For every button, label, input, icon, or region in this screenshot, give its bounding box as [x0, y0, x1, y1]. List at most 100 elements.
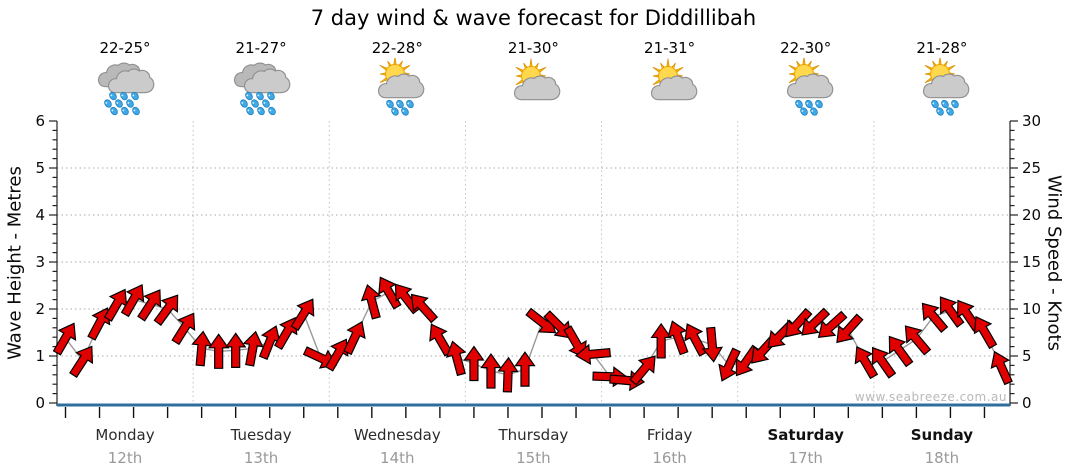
day-column: 22-25° [57, 39, 194, 120]
day-date-label: 16th [652, 449, 687, 467]
wind-direction-arrow [325, 338, 349, 372]
wind-direction-arrow [888, 335, 914, 368]
wind-direction-arrow [137, 289, 162, 322]
day-temp-label: 22-25° [99, 39, 151, 57]
wind-direction-arrow [871, 346, 897, 379]
wind-direction-arrow [360, 284, 382, 320]
day-date-label: 15th [516, 449, 551, 467]
day-column: 21-27° [193, 39, 330, 120]
rain-drop [391, 107, 400, 116]
rain-drop [946, 107, 954, 116]
day-name-label: Saturday [767, 426, 844, 444]
day-name-label: Thursday [498, 426, 569, 444]
rain-drop [115, 99, 123, 108]
day-name-label: Sunday [910, 426, 974, 444]
rain-drop [951, 99, 959, 109]
cloud-shape [922, 73, 970, 99]
left-axis-tick-label: 3 [35, 253, 45, 271]
day-date-label: 13th [243, 449, 279, 467]
wind-direction-arrow [817, 310, 848, 338]
rain-drop [936, 107, 944, 116]
rain-drop [268, 106, 276, 116]
rain-drop [246, 106, 254, 116]
day-name-label: Monday [95, 426, 155, 444]
wind-direction-arrow [480, 352, 502, 389]
wind-direction-arrow [904, 325, 932, 356]
wind-direction-arrow [836, 313, 864, 344]
wind-direction-arrow [445, 340, 467, 377]
rain-drop [799, 107, 808, 116]
right-axis-tick-label: 15 [1022, 253, 1041, 271]
wind-direction-arrow [343, 320, 366, 356]
wind-direction-arrow [378, 276, 402, 310]
rain-drop [809, 107, 818, 116]
wind-direction-arrow [171, 312, 196, 346]
rain-drop [245, 91, 253, 101]
wind-direction-arrow [575, 343, 611, 365]
day-date-label: 14th [380, 449, 415, 467]
wind-direction-arrow [684, 323, 708, 357]
day-column: 22-30° [737, 39, 874, 120]
rain-drop [240, 99, 248, 108]
wind-direction-arrow [242, 330, 264, 367]
cloud-shape [244, 68, 291, 94]
rain-drop [406, 99, 415, 109]
right-axis-tick-label: 10 [1022, 300, 1041, 318]
rain-drop [121, 106, 129, 116]
rain-drop [126, 99, 134, 108]
left-axis-tick-label: 2 [35, 300, 45, 318]
wind-direction-arrow [191, 330, 213, 367]
left-axis-tick-label: 1 [35, 347, 45, 365]
rain-drop [396, 99, 405, 109]
rain-drop [132, 106, 140, 116]
cloud-shape [514, 75, 561, 101]
rain-drop [794, 99, 803, 109]
sun-cloud-rain-icon [786, 56, 834, 116]
rain-drop [262, 99, 270, 108]
right-axis-tick-label: 25 [1022, 159, 1041, 177]
wind-direction-arrow [667, 320, 689, 356]
wind-direction-arrow [801, 307, 831, 336]
wind-direction-arrow [497, 356, 519, 393]
watermark: www.seabreeze.com.au [854, 390, 1007, 404]
wind-direction-arrow [939, 296, 965, 328]
right-axis-tick-label: 5 [1022, 347, 1032, 365]
rain-drop [110, 106, 118, 116]
wind-direction-arrow [701, 326, 724, 363]
rain-drop [104, 99, 112, 108]
day-name-label: Friday [646, 426, 693, 444]
left-axis-tick-label: 5 [35, 159, 45, 177]
day-name-label: Wednesday [353, 426, 441, 444]
wind-direction-arrow [87, 307, 111, 341]
left-axis-tick-label: 4 [35, 206, 45, 224]
cloud-shape [650, 75, 697, 101]
wind-direction-arrow [463, 345, 485, 382]
sun-cloud-icon [650, 58, 697, 101]
right-axis-title: Wind Speed - Knots [1043, 175, 1065, 351]
rain-drop [386, 99, 395, 109]
wind-direction-arrow [290, 298, 315, 332]
wind-direction-arrow [990, 350, 1013, 386]
rain-drop [120, 91, 128, 101]
wind-direction-arrow [563, 325, 587, 359]
wind-direction-arrow [410, 293, 439, 324]
wind-direction-arrow [650, 322, 672, 359]
rain-drop [814, 99, 823, 109]
day-column: 21-28° [873, 39, 1010, 120]
day-column: 21-30° [465, 39, 602, 120]
day-temp-label: 21-27° [235, 39, 287, 57]
rain-drop [131, 91, 139, 101]
day-temp-label: 22-28° [371, 39, 423, 57]
wind-direction-arrow [225, 332, 247, 368]
rain-icon [97, 62, 155, 116]
day-column: 21-31° [601, 39, 738, 120]
rain-drop [256, 91, 264, 101]
rain-drop [267, 91, 275, 101]
cloud-shape [378, 73, 425, 99]
cloud-shape [107, 68, 155, 94]
right-axis-tick-label: 0 [1022, 394, 1032, 412]
rain-drop [401, 107, 410, 116]
rain-drop [109, 91, 117, 101]
right-axis-tick-label: 20 [1022, 206, 1041, 224]
